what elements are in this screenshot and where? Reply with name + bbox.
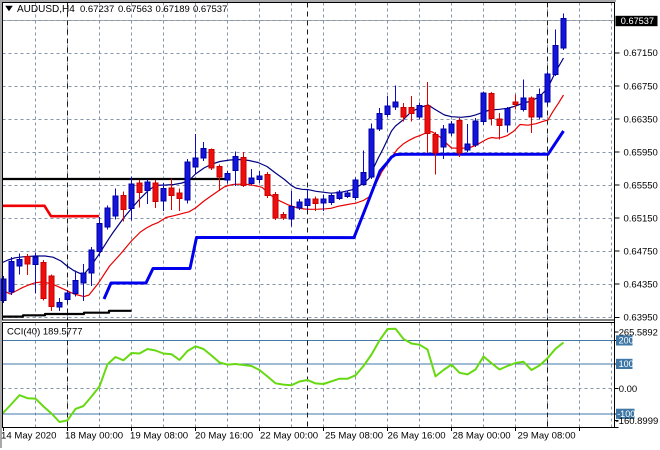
svg-text:0.67537: 0.67537 <box>193 4 227 15</box>
svg-text:AUDUSD,H4: AUDUSD,H4 <box>17 4 75 15</box>
svg-text:18 May 00:00: 18 May 00:00 <box>65 430 123 441</box>
svg-text:100: 100 <box>619 359 634 369</box>
svg-text:22 May 00:00: 22 May 00:00 <box>260 430 318 441</box>
svg-text:0.64750: 0.64750 <box>624 247 658 258</box>
svg-text:20 May 16:00: 20 May 16:00 <box>195 430 253 441</box>
svg-text:0.67563: 0.67563 <box>118 4 152 15</box>
svg-text:0.67189: 0.67189 <box>156 4 190 15</box>
svg-text:-160.8999: -160.8999 <box>616 416 659 427</box>
svg-text:28 May 00:00: 28 May 00:00 <box>453 430 511 441</box>
svg-text:0.66350: 0.66350 <box>624 114 658 125</box>
svg-text:0.67237: 0.67237 <box>80 4 114 15</box>
svg-text:0.65150: 0.65150 <box>624 214 658 225</box>
svg-text:29 May 08:00: 29 May 08:00 <box>518 430 576 441</box>
svg-text:0.63950: 0.63950 <box>624 313 658 324</box>
svg-text:14 May 2020: 14 May 2020 <box>1 430 56 441</box>
svg-text:0.67150: 0.67150 <box>624 48 658 59</box>
svg-text:CCI(40) 189.5777: CCI(40) 189.5777 <box>7 326 83 337</box>
svg-text:-100: -100 <box>617 409 635 419</box>
svg-text:0.66750: 0.66750 <box>624 81 658 92</box>
svg-text:0.00: 0.00 <box>619 384 638 395</box>
svg-text:26 May 16:00: 26 May 16:00 <box>388 430 446 441</box>
svg-text:0.64350: 0.64350 <box>624 280 658 291</box>
svg-text:19 May 08:00: 19 May 08:00 <box>130 430 188 441</box>
svg-text:265.5892: 265.5892 <box>619 326 658 337</box>
svg-text:25 May 08:00: 25 May 08:00 <box>325 430 383 441</box>
svg-text:200: 200 <box>619 336 634 346</box>
svg-text:0.65950: 0.65950 <box>624 147 658 158</box>
svg-text:0.67537: 0.67537 <box>621 16 654 26</box>
svg-text:0.65550: 0.65550 <box>624 180 658 191</box>
